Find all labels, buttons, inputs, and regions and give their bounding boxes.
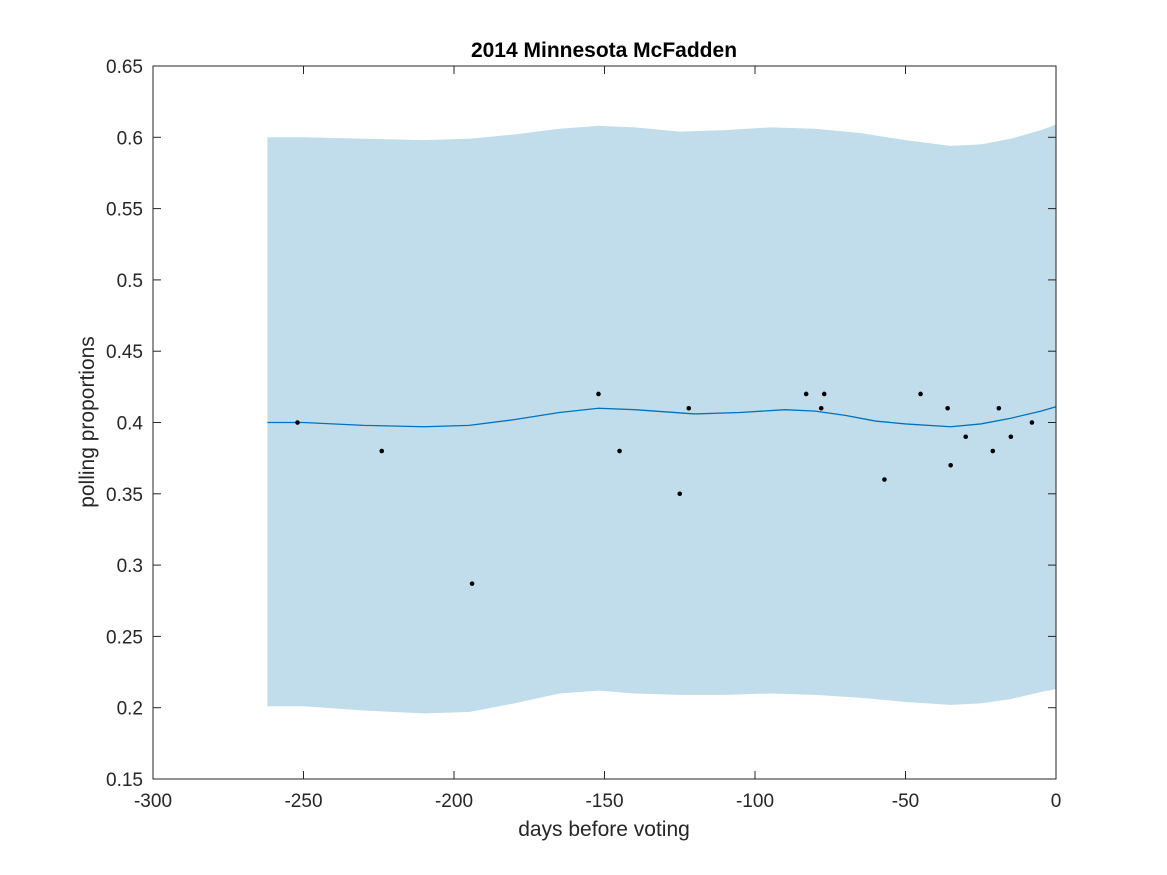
data-point [379,448,385,454]
data-point [1008,434,1014,440]
data-point [990,448,996,454]
y-tick-label: 0.55 [106,200,143,221]
y-tick-label: 0.35 [106,485,143,506]
data-point [945,405,950,411]
y-tick-label: 0.4 [117,414,144,435]
y-axis-label: polling proportions [76,336,99,508]
trend-line-layer [267,406,1057,428]
x-tick-layer: -300 -250 -200 -150 -100 -50 0 [134,66,1061,812]
y-tick-label: 0.45 [106,342,143,363]
x-tick-label: -100 [736,791,774,812]
data-point [821,391,827,397]
data-point [818,405,824,411]
data-point [686,405,692,411]
data-point [963,434,968,440]
y-tick-label: 0.2 [117,699,143,720]
y-tick-label: 0.25 [106,627,143,648]
x-axis-label: days before voting [518,818,690,841]
data-point [918,391,923,397]
data-point [996,405,1002,411]
data-point [882,477,887,482]
x-tick-label: -200 [435,791,473,812]
data-point [617,448,622,454]
y-tick-label: 0.6 [117,128,143,149]
x-tick-label: -300 [134,791,172,812]
x-tick-label: 0 [1051,791,1062,812]
confidence-band [267,124,1056,714]
data-point [1029,420,1035,425]
data-point [677,491,683,497]
data-point [469,581,475,586]
y-tick-label: 0.65 [106,57,143,78]
data-point [803,391,809,397]
x-tick-label: -50 [892,791,919,812]
confidence-band-layer [267,124,1056,714]
y-tick-label: 0.5 [117,271,143,292]
data-point [295,420,300,425]
chart-title: 2014 Minnesota McFadden [471,39,737,62]
y-tick-label: 0.15 [106,770,143,791]
y-tick-label: 0.3 [117,556,143,577]
data-point [948,462,953,468]
x-tick-label: -250 [284,791,322,812]
x-tick-label: -150 [585,791,623,812]
data-points-layer [295,391,1035,586]
y-tick-layer: 0.15 0.2 0.25 0.3 0.35 0.4 0.45 0.5 0.55 0.6 0.65 [106,57,1056,791]
data-point [596,391,601,397]
trend-line [267,406,1057,428]
